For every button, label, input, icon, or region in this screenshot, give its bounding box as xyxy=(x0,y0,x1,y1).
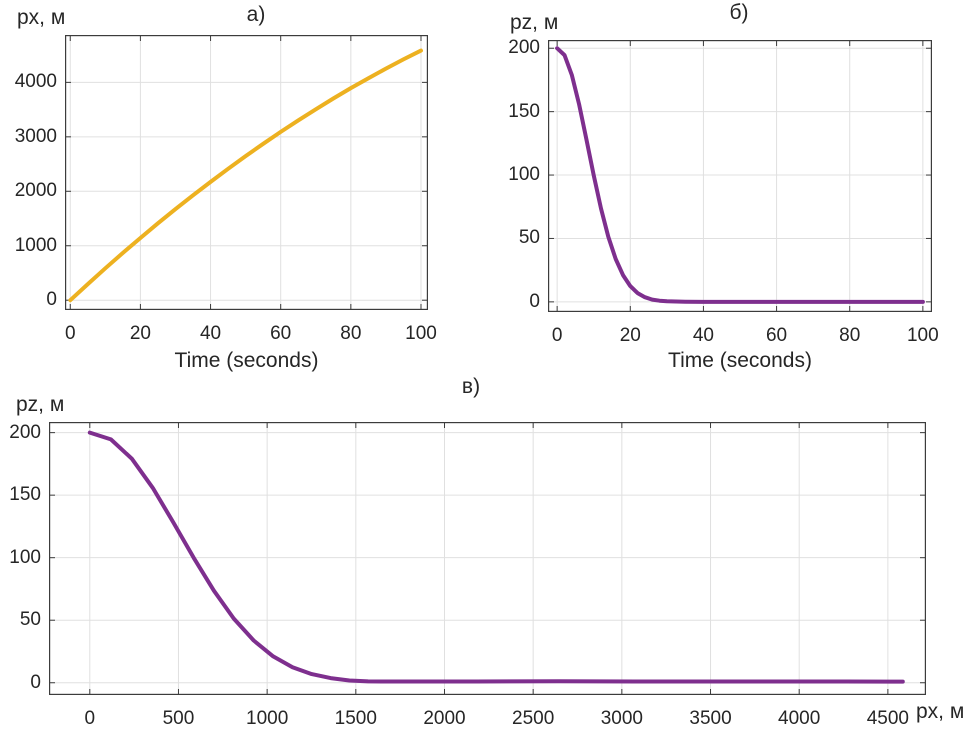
subplot-a: 0 20 40 60 80 100 0 1000 2000 3000 4000 xyxy=(15,35,437,344)
x-tick-label: 1000 xyxy=(246,708,289,729)
x-tick-label: 1500 xyxy=(334,708,377,729)
x-tick-label: 4000 xyxy=(778,708,821,729)
subplot-v-ylabel: pz, м xyxy=(16,393,65,416)
y-tick-label: 150 xyxy=(508,100,540,122)
x-tick-label: 0 xyxy=(551,325,563,346)
x-tick-label: 20 xyxy=(619,325,641,346)
y-tick-label: 200 xyxy=(508,37,540,59)
x-tick-label: 40 xyxy=(199,323,222,344)
subplot-v-xlabel: px, м xyxy=(916,700,965,723)
x-tick-label: 4500 xyxy=(866,708,909,729)
x-tick-label: 80 xyxy=(839,325,861,346)
y-tick-label: 0 xyxy=(30,671,41,693)
subplot-v-title: в) xyxy=(461,375,481,398)
subplot-b-title: б) xyxy=(729,1,749,24)
subplot-b-ylabel: pz, м xyxy=(510,11,559,34)
x-tick-label: 100 xyxy=(906,325,939,346)
x-tick-label: 80 xyxy=(340,323,362,344)
subplot-a-title: а) xyxy=(246,3,266,26)
plot-area-a xyxy=(65,35,428,310)
curve-v xyxy=(87,430,905,684)
x-tick-label: 60 xyxy=(765,325,788,346)
y-tick-label: 0 xyxy=(46,289,57,311)
y-tick-label: 4000 xyxy=(14,71,57,93)
subplot-a-ylabel: px, м xyxy=(17,6,66,29)
x-tick-label: 20 xyxy=(129,323,151,344)
y-tick-label: 100 xyxy=(508,164,540,186)
x-tick-label: 2000 xyxy=(423,708,466,729)
x-tick-label: 100 xyxy=(405,323,437,344)
axes-box xyxy=(49,422,926,695)
x-tick-label: 3000 xyxy=(600,708,643,729)
curve-a xyxy=(68,48,423,303)
plot-area-b xyxy=(548,40,932,312)
axes-box xyxy=(548,40,932,312)
curve-b xyxy=(555,46,925,304)
y-tick-label: 3000 xyxy=(14,125,57,147)
y-tick-label: 50 xyxy=(518,227,540,249)
y-tick-label: 0 xyxy=(529,290,540,312)
x-tick-label: 0 xyxy=(64,323,76,344)
y-tick-label: 150 xyxy=(9,484,41,506)
axes-box xyxy=(65,35,428,310)
x-tick-label: 60 xyxy=(270,323,292,344)
x-tick-label: 0 xyxy=(84,708,96,729)
subplot-a-xlabel: Time (seconds) xyxy=(174,349,319,372)
x-tick-label: 2500 xyxy=(512,708,555,729)
subplot-b-xlabel: Time (seconds) xyxy=(668,349,812,372)
x-tick-label: 3500 xyxy=(689,708,732,729)
x-tick-label: 500 xyxy=(162,708,195,729)
y-tick-label: 1000 xyxy=(14,234,57,256)
x-tick-label: 40 xyxy=(692,325,714,346)
subplot-b: 0 20 40 60 80 100 0 50 100 150 200 xyxy=(508,37,938,346)
y-tick-label: 200 xyxy=(9,421,41,443)
y-tick-label: 100 xyxy=(9,546,41,568)
plot-area-v xyxy=(49,422,926,695)
subplot-v: 0 500 1000 1500 2000 2500 3000 3500 4000 4500 0 50 1… xyxy=(9,422,926,729)
y-tick-label: 50 xyxy=(19,609,41,631)
y-tick-label: 2000 xyxy=(14,180,57,202)
